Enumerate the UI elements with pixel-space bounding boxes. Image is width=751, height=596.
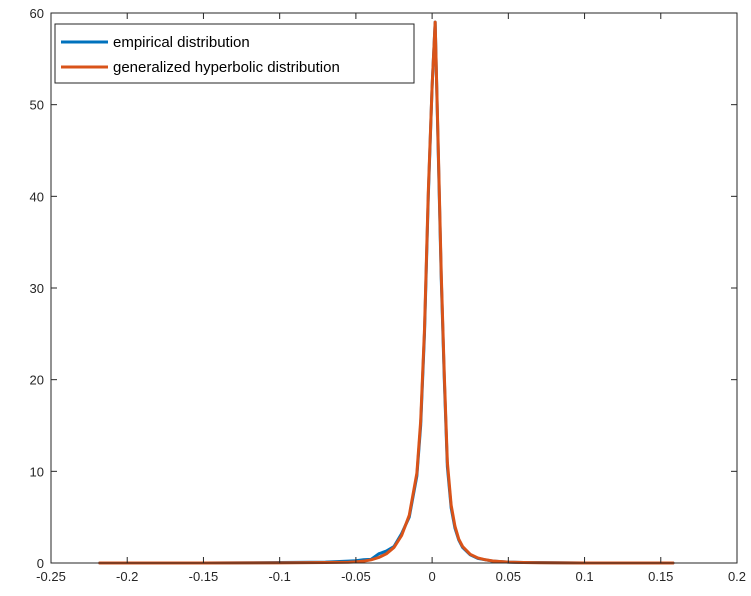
- y-tick-label: 20: [30, 373, 44, 388]
- x-tick-label: -0.2: [116, 569, 138, 584]
- y-tick-label: 10: [30, 464, 44, 479]
- y-tick-label: 30: [30, 281, 44, 296]
- plot-area: [51, 13, 737, 563]
- y-tick-label: 60: [30, 6, 44, 21]
- y-tick-label: 0: [37, 556, 44, 571]
- ticks-layer: -0.25 -0.2 -0.15 -0.1 -0.05 0 0.05 0.1 0.15 0.2 0 1…: [30, 6, 747, 584]
- legend-label-empirical: empirical distribution: [113, 34, 250, 51]
- x-tick-label: 0.05: [496, 569, 521, 584]
- x-tick-label: -0.1: [268, 569, 290, 584]
- x-tick-label: 0.2: [728, 569, 746, 584]
- y-tick-label: 50: [30, 98, 44, 113]
- y-tick-label: 40: [30, 189, 44, 204]
- x-tick-label: -0.05: [341, 569, 371, 584]
- x-tick-label: 0: [428, 569, 435, 584]
- legend-label-generalized: generalized hyperbolic distribution: [113, 59, 340, 76]
- x-tick-label: -0.15: [189, 569, 219, 584]
- series-layer: [98, 20, 675, 565]
- legend: empirical distribution generalized hyper…: [54, 23, 415, 84]
- x-tick-label: -0.25: [36, 569, 66, 584]
- x-tick-label: 0.15: [648, 569, 673, 584]
- legend-box: [54, 23, 415, 84]
- x-tick-label: 0.1: [576, 569, 594, 584]
- series-line-generalized-hyperbolic: [98, 20, 675, 565]
